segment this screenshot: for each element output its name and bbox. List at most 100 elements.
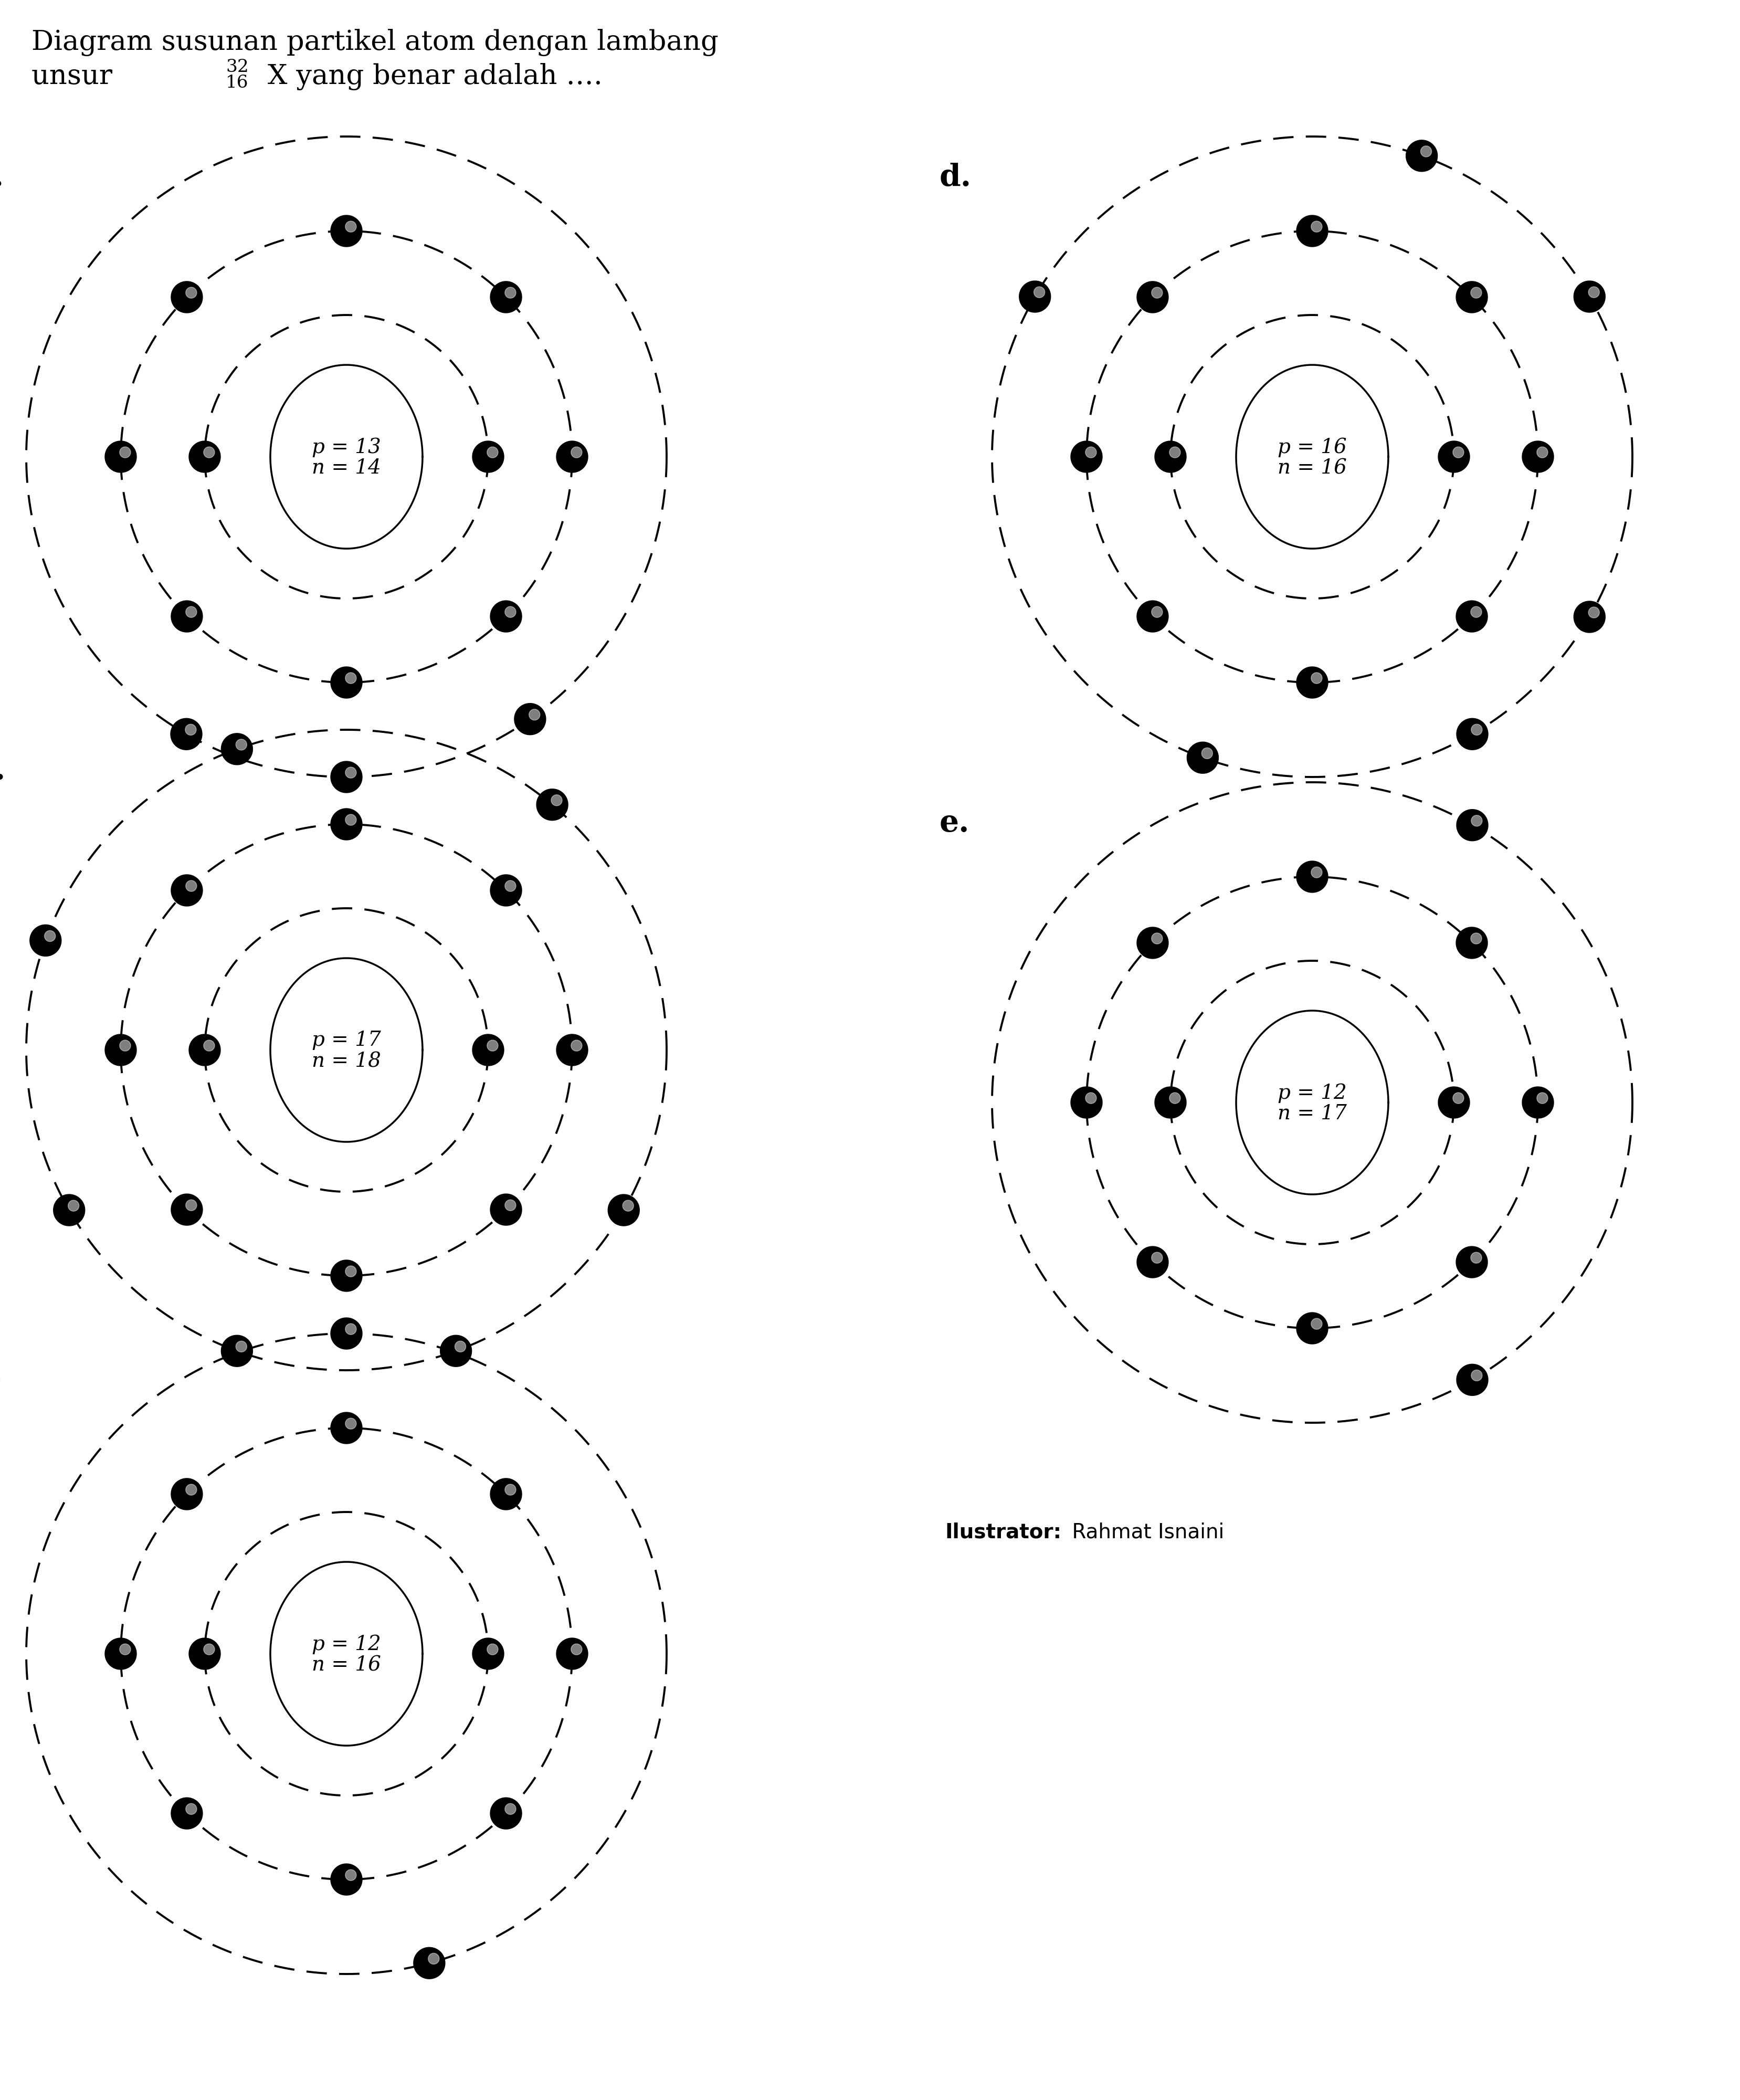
Polygon shape bbox=[473, 1035, 505, 1065]
Polygon shape bbox=[1155, 441, 1187, 472]
Text: unsur: unsur bbox=[31, 63, 122, 90]
Text: Ilustrator:: Ilustrator: bbox=[945, 1522, 1061, 1541]
Polygon shape bbox=[331, 1413, 362, 1443]
Polygon shape bbox=[487, 1644, 498, 1655]
Polygon shape bbox=[557, 1638, 588, 1670]
Polygon shape bbox=[536, 790, 567, 821]
Polygon shape bbox=[1152, 1252, 1162, 1264]
Text: p = 16: p = 16 bbox=[1277, 437, 1347, 458]
Text: n = 16: n = 16 bbox=[1277, 458, 1347, 479]
Polygon shape bbox=[120, 1040, 130, 1052]
Polygon shape bbox=[30, 924, 61, 956]
Polygon shape bbox=[54, 1195, 85, 1226]
Polygon shape bbox=[1187, 741, 1218, 773]
Polygon shape bbox=[1406, 141, 1437, 172]
Polygon shape bbox=[120, 1644, 130, 1655]
Polygon shape bbox=[1453, 1092, 1463, 1105]
Polygon shape bbox=[1456, 808, 1488, 840]
Polygon shape bbox=[186, 1199, 197, 1212]
Polygon shape bbox=[270, 1562, 423, 1745]
Polygon shape bbox=[1456, 1365, 1488, 1396]
Polygon shape bbox=[1136, 601, 1168, 632]
Polygon shape bbox=[331, 216, 362, 246]
Polygon shape bbox=[270, 365, 423, 548]
Polygon shape bbox=[1235, 1010, 1389, 1195]
Polygon shape bbox=[171, 1478, 202, 1510]
Polygon shape bbox=[1070, 1088, 1101, 1117]
Polygon shape bbox=[186, 607, 197, 617]
Polygon shape bbox=[428, 1953, 438, 1964]
Polygon shape bbox=[623, 1201, 633, 1212]
Text: p = 12: p = 12 bbox=[311, 1634, 381, 1655]
Polygon shape bbox=[190, 1638, 221, 1670]
Polygon shape bbox=[237, 1342, 247, 1352]
Polygon shape bbox=[184, 724, 197, 735]
Polygon shape bbox=[505, 1804, 517, 1814]
Polygon shape bbox=[1136, 281, 1168, 313]
Polygon shape bbox=[1472, 815, 1482, 825]
Text: p = 12: p = 12 bbox=[1277, 1084, 1347, 1102]
Polygon shape bbox=[1470, 1252, 1482, 1264]
Polygon shape bbox=[331, 668, 362, 697]
Polygon shape bbox=[171, 281, 202, 313]
Polygon shape bbox=[68, 1201, 78, 1212]
Polygon shape bbox=[1020, 281, 1051, 313]
Polygon shape bbox=[571, 1644, 583, 1655]
Polygon shape bbox=[491, 874, 522, 905]
Text: n = 14: n = 14 bbox=[311, 458, 381, 479]
Polygon shape bbox=[204, 447, 214, 458]
Polygon shape bbox=[345, 672, 357, 685]
Polygon shape bbox=[1522, 1088, 1554, 1117]
Polygon shape bbox=[414, 1947, 445, 1978]
Polygon shape bbox=[171, 1195, 202, 1226]
Polygon shape bbox=[1522, 441, 1554, 472]
Polygon shape bbox=[331, 1865, 362, 1894]
Text: d.: d. bbox=[940, 164, 971, 193]
Polygon shape bbox=[1589, 288, 1599, 298]
Polygon shape bbox=[1456, 601, 1488, 632]
Polygon shape bbox=[1472, 724, 1482, 735]
Polygon shape bbox=[120, 447, 130, 458]
Polygon shape bbox=[190, 441, 221, 472]
Polygon shape bbox=[1034, 288, 1044, 298]
Polygon shape bbox=[186, 1804, 197, 1814]
Polygon shape bbox=[505, 288, 517, 298]
Polygon shape bbox=[1573, 281, 1606, 313]
Polygon shape bbox=[1470, 607, 1482, 617]
Polygon shape bbox=[505, 1485, 517, 1495]
Polygon shape bbox=[491, 281, 522, 313]
Text: p = 17: p = 17 bbox=[311, 1031, 381, 1050]
Polygon shape bbox=[491, 1195, 522, 1226]
Polygon shape bbox=[487, 1040, 498, 1052]
Polygon shape bbox=[505, 1199, 517, 1212]
Polygon shape bbox=[345, 1266, 357, 1277]
Text: X yang benar adalah ….: X yang benar adalah …. bbox=[268, 63, 602, 90]
Polygon shape bbox=[1439, 1088, 1470, 1117]
Polygon shape bbox=[331, 1260, 362, 1292]
Polygon shape bbox=[1536, 1092, 1549, 1105]
Polygon shape bbox=[491, 601, 522, 632]
Polygon shape bbox=[454, 1342, 466, 1352]
Polygon shape bbox=[1439, 441, 1470, 472]
Polygon shape bbox=[1296, 668, 1328, 697]
Polygon shape bbox=[1470, 288, 1482, 298]
Text: 16: 16 bbox=[226, 74, 249, 90]
Polygon shape bbox=[571, 1040, 583, 1052]
Polygon shape bbox=[171, 874, 202, 905]
Polygon shape bbox=[607, 1195, 640, 1226]
Polygon shape bbox=[473, 441, 505, 472]
Polygon shape bbox=[1155, 1088, 1187, 1117]
Polygon shape bbox=[221, 1336, 252, 1367]
Polygon shape bbox=[1536, 447, 1549, 458]
Polygon shape bbox=[529, 710, 539, 720]
Text: p = 13: p = 13 bbox=[311, 437, 381, 458]
Polygon shape bbox=[1456, 281, 1488, 313]
Polygon shape bbox=[491, 1478, 522, 1510]
Polygon shape bbox=[440, 1336, 472, 1367]
Polygon shape bbox=[505, 880, 517, 892]
Polygon shape bbox=[557, 1035, 588, 1065]
Polygon shape bbox=[171, 601, 202, 632]
Polygon shape bbox=[1312, 220, 1322, 233]
Polygon shape bbox=[487, 447, 498, 458]
Polygon shape bbox=[345, 766, 357, 779]
